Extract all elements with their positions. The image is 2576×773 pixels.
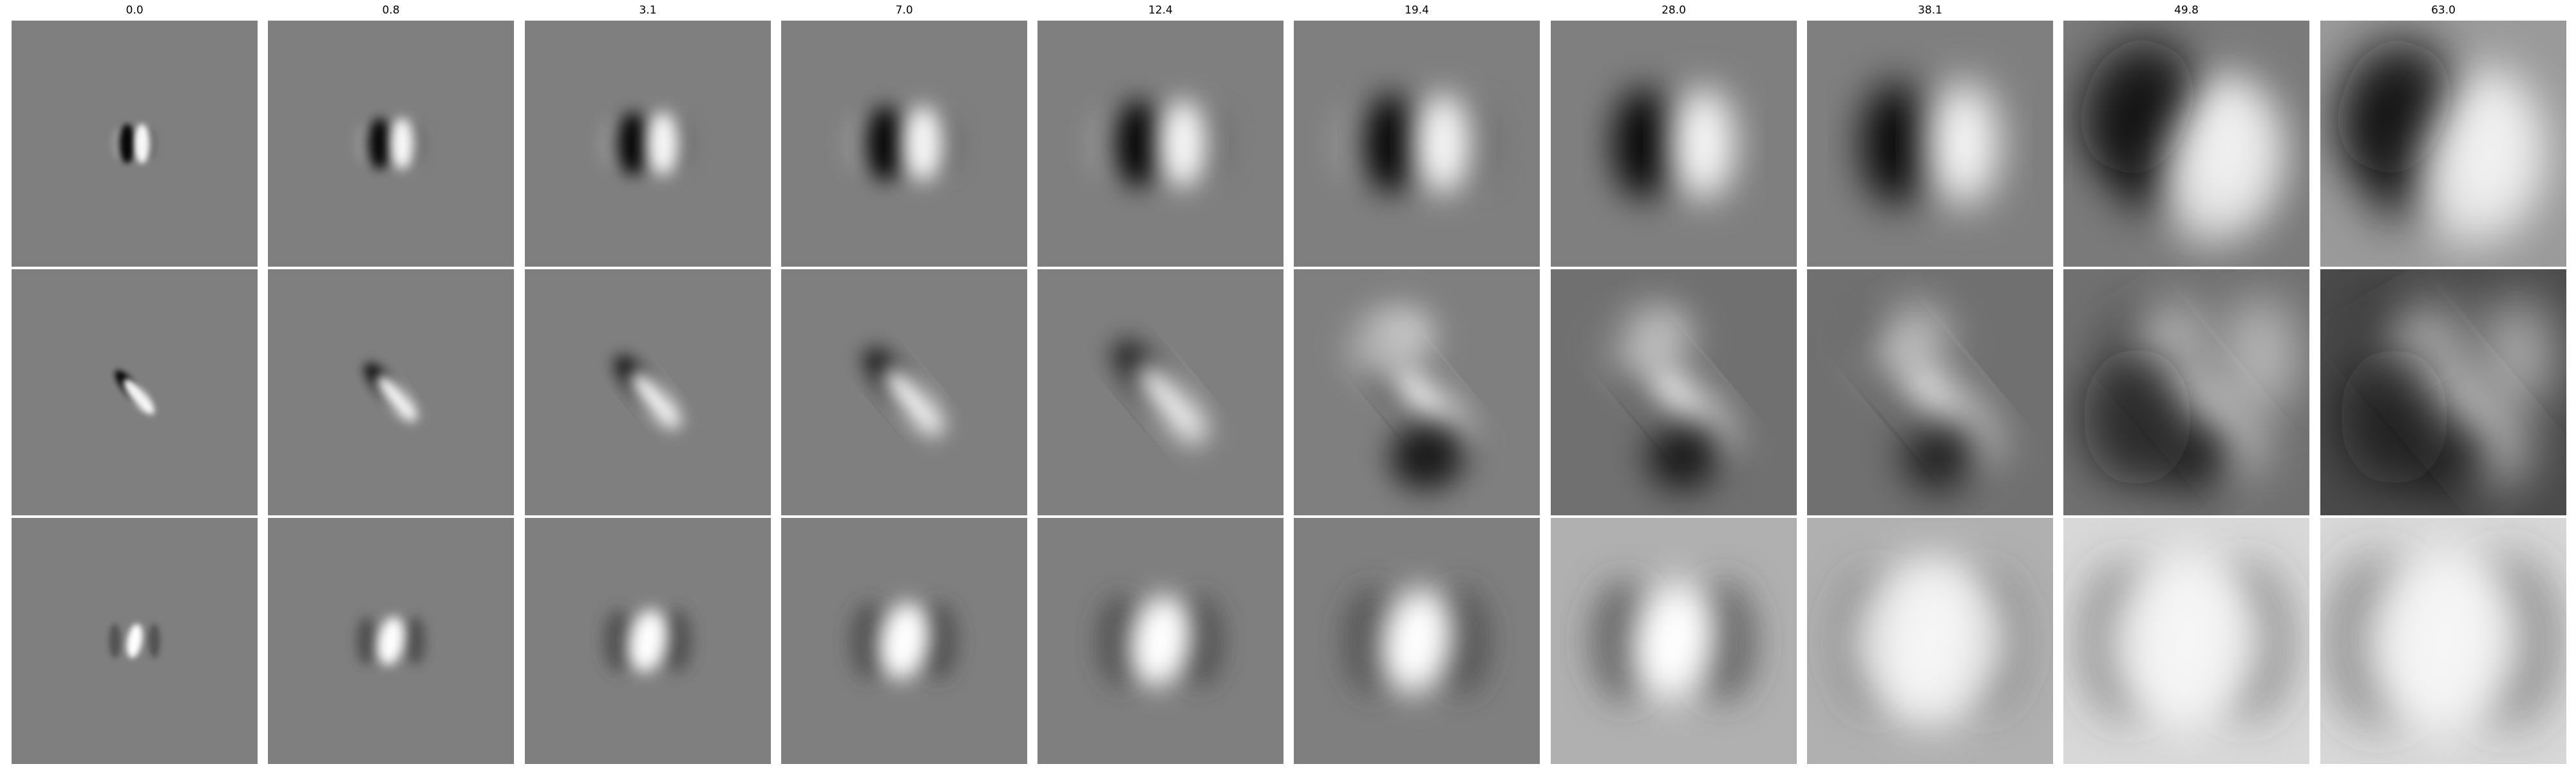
column-title-1: 0.8 (382, 4, 400, 17)
filter-tile-r2-c0 (12, 518, 258, 764)
filter-image (268, 518, 514, 764)
filter-tile-r0-c4 (1037, 21, 1283, 267)
filter-image (525, 518, 771, 764)
filter-tile-r1-c8 (2063, 269, 2309, 515)
column-title-0: 0.0 (126, 4, 144, 17)
filter-image (1807, 518, 2053, 764)
filter-tile-r1-c9 (2320, 269, 2566, 515)
filter-tile-r2-c5 (1294, 518, 1540, 764)
column-title-8: 49.8 (2174, 4, 2199, 17)
column-title-5: 19.4 (1405, 4, 1429, 17)
filter-tile-r1-c6 (1551, 269, 1797, 515)
filter-image (1807, 269, 2053, 515)
filter-tile-r2-c6 (1551, 518, 1797, 764)
column-title-2: 3.1 (639, 4, 657, 17)
filter-tile-r2-c1 (268, 518, 514, 764)
filter-image (2063, 21, 2309, 267)
filter-image (1551, 21, 1797, 267)
filter-image (781, 269, 1027, 515)
column-title-4: 12.4 (1148, 4, 1173, 17)
filter-image (1551, 269, 1797, 515)
filter-image (1294, 269, 1540, 515)
filter-image (268, 21, 514, 267)
filter-image (12, 518, 258, 764)
filter-tile-r0-c8 (2063, 21, 2309, 267)
filter-image (1294, 21, 1540, 267)
filter-tile-r0-c2 (525, 21, 771, 267)
filter-image (12, 21, 258, 267)
filter-image (2063, 518, 2309, 764)
filter-tile-r1-c5 (1294, 269, 1540, 515)
column-title-7: 38.1 (1918, 4, 1942, 17)
filter-image (12, 269, 258, 515)
filter-image (781, 518, 1027, 764)
filter-tile-r0-c1 (268, 21, 514, 267)
filter-tile-r0-c5 (1294, 21, 1540, 267)
filter-tile-r1-c0 (12, 269, 258, 515)
filter-image (1037, 518, 1283, 764)
filter-tile-r2-c9 (2320, 518, 2566, 764)
filter-image (2320, 518, 2566, 764)
filter-tile-r1-c7 (1807, 269, 2053, 515)
filter-image (1551, 518, 1797, 764)
filter-image (268, 269, 514, 515)
filter-image (1037, 21, 1283, 267)
filter-image (1037, 269, 1283, 515)
column-title-6: 28.0 (1662, 4, 1686, 17)
filter-tile-r0-c9 (2320, 21, 2566, 267)
filter-tile-r1-c1 (268, 269, 514, 515)
filter-tile-r2-c3 (781, 518, 1027, 764)
filter-image (1294, 518, 1540, 764)
filter-tile-r1-c2 (525, 269, 771, 515)
filter-image (2320, 269, 2566, 515)
filter-image (525, 21, 771, 267)
filter-image (525, 269, 771, 515)
filter-tile-r1-c3 (781, 269, 1027, 515)
filter-tile-r2-c4 (1037, 518, 1283, 764)
filter-image (781, 21, 1027, 267)
filter-tile-r0-c7 (1807, 21, 2053, 267)
column-title-9: 63.0 (2431, 4, 2456, 17)
filter-tile-r0-c3 (781, 21, 1027, 267)
column-title-3: 7.0 (895, 4, 913, 17)
filter-image (1807, 21, 2053, 267)
filter-tile-r2-c7 (1807, 518, 2053, 764)
filter-image (2320, 21, 2566, 267)
filter-tile-r2-c2 (525, 518, 771, 764)
filter-tile-r0-c0 (12, 21, 258, 267)
filter-image (2063, 269, 2309, 515)
filter-tile-r0-c6 (1551, 21, 1797, 267)
filter-tile-r1-c4 (1037, 269, 1283, 515)
filter-tile-r2-c8 (2063, 518, 2309, 764)
